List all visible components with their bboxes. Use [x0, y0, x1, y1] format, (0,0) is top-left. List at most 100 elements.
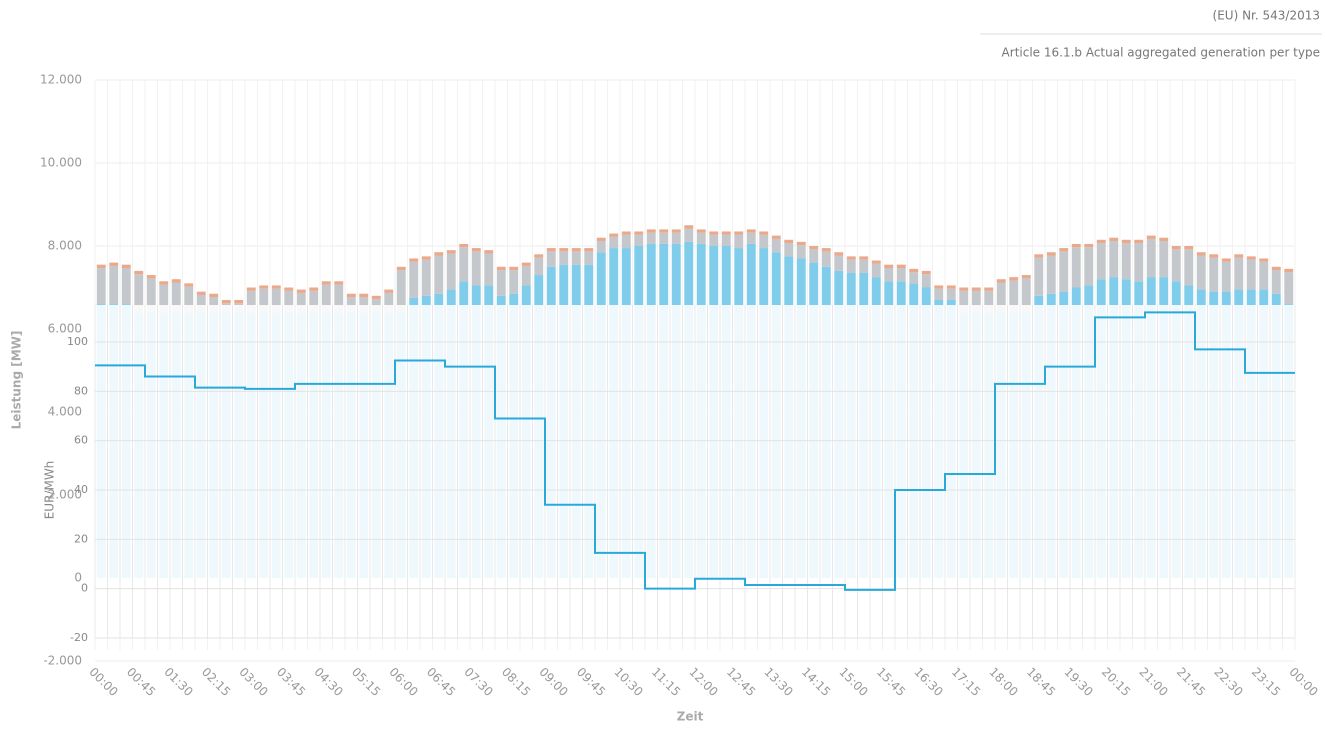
bar-segment [246, 290, 256, 313]
bar-segment [771, 235, 781, 239]
y2-tick-label: 100 [67, 335, 88, 348]
bar-segment [771, 238, 781, 253]
bar-segment [621, 231, 631, 235]
bar-segment [784, 243, 794, 257]
x-tick-label: 07:30 [461, 665, 495, 699]
x-tick-label: 08:15 [499, 665, 533, 699]
bar-segment [659, 229, 669, 233]
bar-segment [496, 270, 506, 296]
bar-segment [934, 285, 944, 289]
bar-segment [346, 293, 356, 298]
y2-axis-title: EUR/MWh [43, 461, 57, 520]
bar-segment [1234, 257, 1244, 290]
bar-segment [334, 284, 344, 313]
bar-segment [634, 234, 644, 246]
bar-segment [184, 283, 194, 287]
bar-segment [1259, 258, 1269, 262]
x-tick-label: 06:00 [386, 665, 420, 699]
x-tick-label: 21:00 [1136, 665, 1170, 699]
bar-segment [1059, 248, 1069, 252]
bar-segment [671, 232, 681, 244]
bar-segment [759, 231, 769, 235]
bar-segment [1109, 237, 1119, 242]
x-tick-label: 12:45 [724, 665, 758, 699]
bar-segment [784, 239, 794, 244]
bar-segment [921, 270, 931, 275]
bar-segment [1284, 268, 1294, 273]
bar-segment [1146, 235, 1156, 239]
bar-segment [546, 248, 556, 252]
y2-tick-label: 80 [74, 384, 88, 397]
bar-segment [1071, 247, 1081, 288]
bar-segment [996, 282, 1006, 313]
bar-segment [471, 248, 481, 252]
bar-segment [121, 267, 131, 305]
bar-segment [1009, 280, 1019, 313]
bar-segment [696, 232, 706, 244]
bar-segment [1021, 278, 1031, 313]
bar-segment [321, 281, 331, 285]
bar-segment [634, 231, 644, 235]
bar-segment [1034, 257, 1044, 296]
bar-segment [721, 234, 731, 246]
y-tick-label: 4.000 [48, 405, 82, 419]
bar-segment [834, 255, 844, 271]
x-tick-label: 15:45 [874, 665, 908, 699]
y2-tick-label: 40 [74, 483, 88, 496]
bar-segment [1159, 241, 1169, 278]
bar-segment [259, 288, 269, 313]
bar-segment [884, 267, 894, 282]
bar-segment [934, 288, 944, 300]
bar-segment [1046, 252, 1056, 256]
bar-segment [684, 228, 694, 242]
bar-segment [321, 284, 331, 313]
bar-segment [459, 243, 469, 248]
bar-segment [184, 286, 194, 313]
x-tick-label: 00:45 [124, 665, 158, 699]
bar-segment [1246, 256, 1256, 260]
bar-segment [859, 259, 869, 273]
bar-segment [1146, 238, 1156, 278]
bar-segment [609, 233, 619, 237]
x-tick-label: 02:15 [199, 665, 233, 699]
bar-segment [896, 267, 906, 282]
y2-tick-label: 60 [74, 434, 88, 447]
x-tick-label: 10:30 [611, 665, 645, 699]
bar-segment [809, 246, 819, 250]
bar-segment [684, 225, 694, 229]
bar-segment [709, 234, 719, 246]
bar-segment [1096, 239, 1106, 244]
bar-segment [534, 257, 544, 276]
bar-segment [1221, 258, 1231, 262]
bar-segment [1221, 261, 1231, 292]
bar-segment [646, 229, 656, 233]
bar-segment [284, 290, 294, 313]
bar-segment [1109, 241, 1119, 278]
bar-segment [1071, 243, 1081, 248]
bar-segment [459, 247, 469, 282]
x-tick-label: 18:45 [1024, 665, 1058, 699]
bar-segment [96, 264, 106, 268]
bar-segment [1121, 239, 1131, 244]
x-tick-label: 03:45 [274, 665, 308, 699]
bar-segment [546, 251, 556, 267]
y-tick-label: 12.000 [40, 73, 82, 87]
y-tick-label: 8.000 [48, 239, 82, 253]
x-tick-label: 18:00 [986, 665, 1020, 699]
bar-segment [559, 248, 569, 252]
bar-segment [959, 290, 969, 313]
bar-segment [1209, 257, 1219, 292]
x-tick-label: 09:00 [536, 665, 570, 699]
bar-segment [396, 266, 406, 271]
bar-segment [859, 256, 869, 260]
bar-segment [1284, 272, 1294, 305]
bar-segment [596, 241, 606, 253]
regulation-title: (EU) Nr. 543/2013 [1213, 9, 1320, 23]
bar-segment [234, 299, 244, 304]
x-tick-label: 20:15 [1099, 665, 1133, 699]
bar-segment [484, 253, 494, 286]
bar-segment [134, 274, 144, 313]
x-tick-label: 21:45 [1174, 665, 1208, 699]
y2-tick-label: -20 [70, 631, 88, 644]
bar-segment [559, 251, 569, 265]
